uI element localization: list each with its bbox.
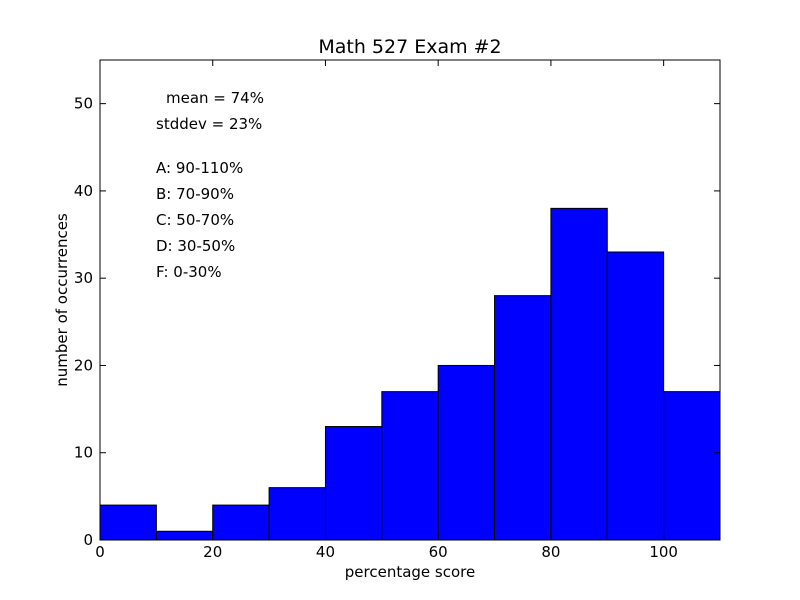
- bars-group: [99, 207, 721, 541]
- x-tick-label: 100: [649, 543, 678, 561]
- y-tick-label: 50: [74, 95, 93, 113]
- histogram-bar: [550, 207, 608, 541]
- histogram-bar: [155, 530, 214, 541]
- histogram-bar: [268, 487, 326, 541]
- chart-title: Math 527 Exam #2: [318, 36, 501, 58]
- mean-annotation: mean = 74%: [166, 89, 264, 107]
- grade-b-annotation: B: 70-90%: [156, 185, 234, 203]
- x-tick-label: 20: [203, 543, 222, 561]
- grade-f-annotation: F: 0-30%: [156, 263, 222, 281]
- x-axis-label: percentage score: [345, 563, 475, 581]
- histogram-bar: [324, 426, 383, 541]
- histogram-bar: [437, 364, 496, 541]
- histogram-bar: [663, 391, 721, 541]
- stddev-annotation: stddev = 23%: [156, 115, 262, 133]
- y-tick-label: 20: [74, 356, 93, 374]
- plot-frame: [99, 59, 721, 541]
- histogram-bar: [381, 391, 439, 541]
- histogram-bar: [494, 295, 552, 541]
- y-axis-label: number of occurrences: [53, 213, 71, 387]
- grade-a-annotation: A: 90-110%: [156, 159, 243, 177]
- x-tick-label: 0: [95, 543, 105, 561]
- grade-d-annotation: D: 30-50%: [156, 237, 235, 255]
- histogram-bar: [99, 504, 157, 541]
- histogram-bar: [606, 251, 665, 541]
- y-tick-label: 10: [74, 444, 93, 462]
- x-tick-label: 40: [316, 543, 335, 561]
- y-tick-label: 0: [83, 531, 93, 549]
- histogram-bar: [212, 504, 270, 541]
- y-tick-label: 30: [74, 269, 93, 287]
- ticks-group: 0 20 40 60 80 100 0 10 20 30 40 50: [74, 60, 720, 561]
- x-tick-label: 80: [541, 543, 560, 561]
- grade-c-annotation: C: 50-70%: [156, 211, 234, 229]
- y-tick-label: 40: [74, 182, 93, 200]
- x-tick-label: 60: [429, 543, 448, 561]
